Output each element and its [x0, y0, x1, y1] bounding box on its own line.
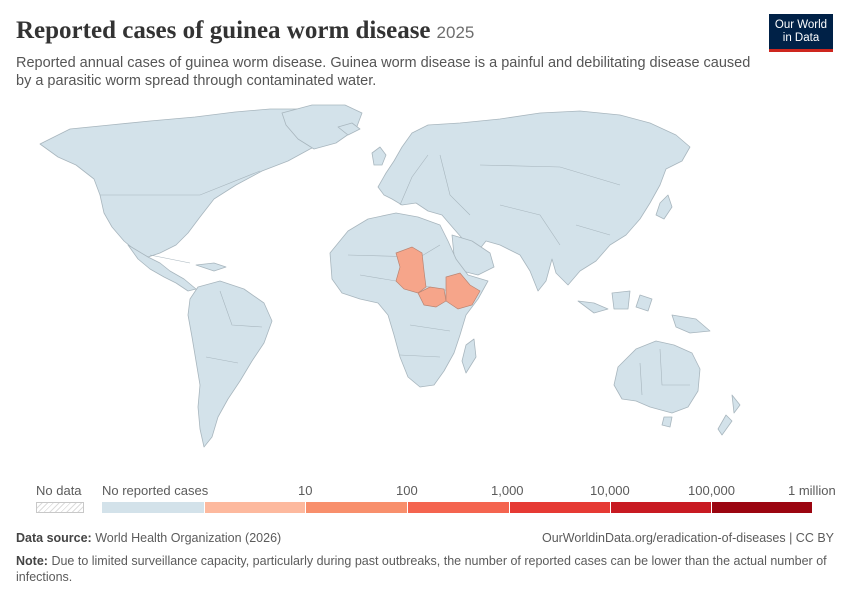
- country-shape[interactable]: [655, 194, 673, 220]
- note-label: Note:: [16, 554, 48, 568]
- country-chad[interactable]: [395, 246, 427, 294]
- country-shape[interactable]: [635, 294, 653, 312]
- legend-no-cases-label: No reported cases: [102, 483, 209, 498]
- legend-bin[interactable]: [205, 502, 306, 513]
- country-shape[interactable]: [39, 108, 341, 258]
- country-shape[interactable]: [731, 394, 741, 414]
- source-value[interactable]: World Health Organization (2026): [95, 531, 282, 545]
- legend-tick-label: 10: [298, 483, 313, 498]
- country-shape[interactable]: [577, 300, 609, 314]
- note-value: Due to limited surveillance capacity, pa…: [16, 554, 827, 584]
- legend-no-data-swatch[interactable]: [36, 502, 84, 513]
- country-shape[interactable]: [461, 338, 477, 374]
- country-shape[interactable]: [337, 122, 361, 136]
- legend-tick-label: 10,000: [590, 483, 630, 498]
- color-legend: No data No reported cases 10 100 1,000 1…: [0, 480, 850, 520]
- country-shape[interactable]: [195, 262, 227, 272]
- source-row: Data source: World Health Organization (…: [16, 531, 834, 549]
- chart-subtitle: Reported annual cases of guinea worm dis…: [16, 55, 751, 89]
- country-shape[interactable]: [671, 314, 711, 334]
- country-ethiopia[interactable]: [445, 272, 481, 310]
- country-shape[interactable]: [377, 110, 691, 292]
- country-shape[interactable]: [661, 416, 673, 428]
- source-text: Data source: World Health Organization (…: [16, 531, 281, 545]
- legend-bin[interactable]: [510, 502, 611, 513]
- country-shape[interactable]: [371, 146, 387, 166]
- legend-no-data-label: No data: [36, 483, 82, 498]
- country-shape[interactable]: [613, 340, 701, 414]
- country-shape[interactable]: [187, 280, 273, 448]
- chart-header: Reported cases of guinea worm disease 202…: [16, 14, 756, 90]
- chart-title: Reported cases of guinea worm disease 202…: [16, 14, 756, 50]
- logo-line-1: Our World: [774, 19, 828, 31]
- legend-bin[interactable]: [306, 502, 408, 513]
- country-shape[interactable]: [329, 212, 489, 388]
- legend-bin[interactable]: [408, 502, 510, 513]
- legend-tick-label: 100,000: [688, 483, 735, 498]
- source-label: Data source:: [16, 531, 92, 545]
- country-shape[interactable]: [127, 244, 197, 292]
- chart-footer: Data source: World Health Organization (…: [16, 531, 834, 585]
- map-land: [39, 104, 741, 448]
- world-map[interactable]: [0, 95, 850, 475]
- legend-bin[interactable]: [102, 502, 205, 513]
- legend-tick-label: 1,000: [491, 483, 524, 498]
- legend-tick-label: 1 million: [788, 483, 836, 498]
- owid-logo[interactable]: Our World in Data: [769, 14, 833, 52]
- highlighted-countries: [395, 246, 481, 310]
- country-shape[interactable]: [611, 290, 631, 310]
- legend-bin[interactable]: [611, 502, 712, 513]
- note-text: Note: Due to limited surveillance capaci…: [16, 553, 834, 585]
- source-url-link[interactable]: OurWorldinData.org/eradication-of-diseas…: [541, 531, 834, 545]
- legend-tick-label: 100: [396, 483, 418, 498]
- country-shape[interactable]: [717, 414, 733, 436]
- country-shape[interactable]: [281, 104, 363, 150]
- legend-bin[interactable]: [712, 502, 813, 513]
- title-text: Reported cases of guinea worm disease: [16, 17, 431, 44]
- year-label[interactable]: 2025: [436, 23, 475, 42]
- logo-line-2: in Data: [782, 32, 820, 44]
